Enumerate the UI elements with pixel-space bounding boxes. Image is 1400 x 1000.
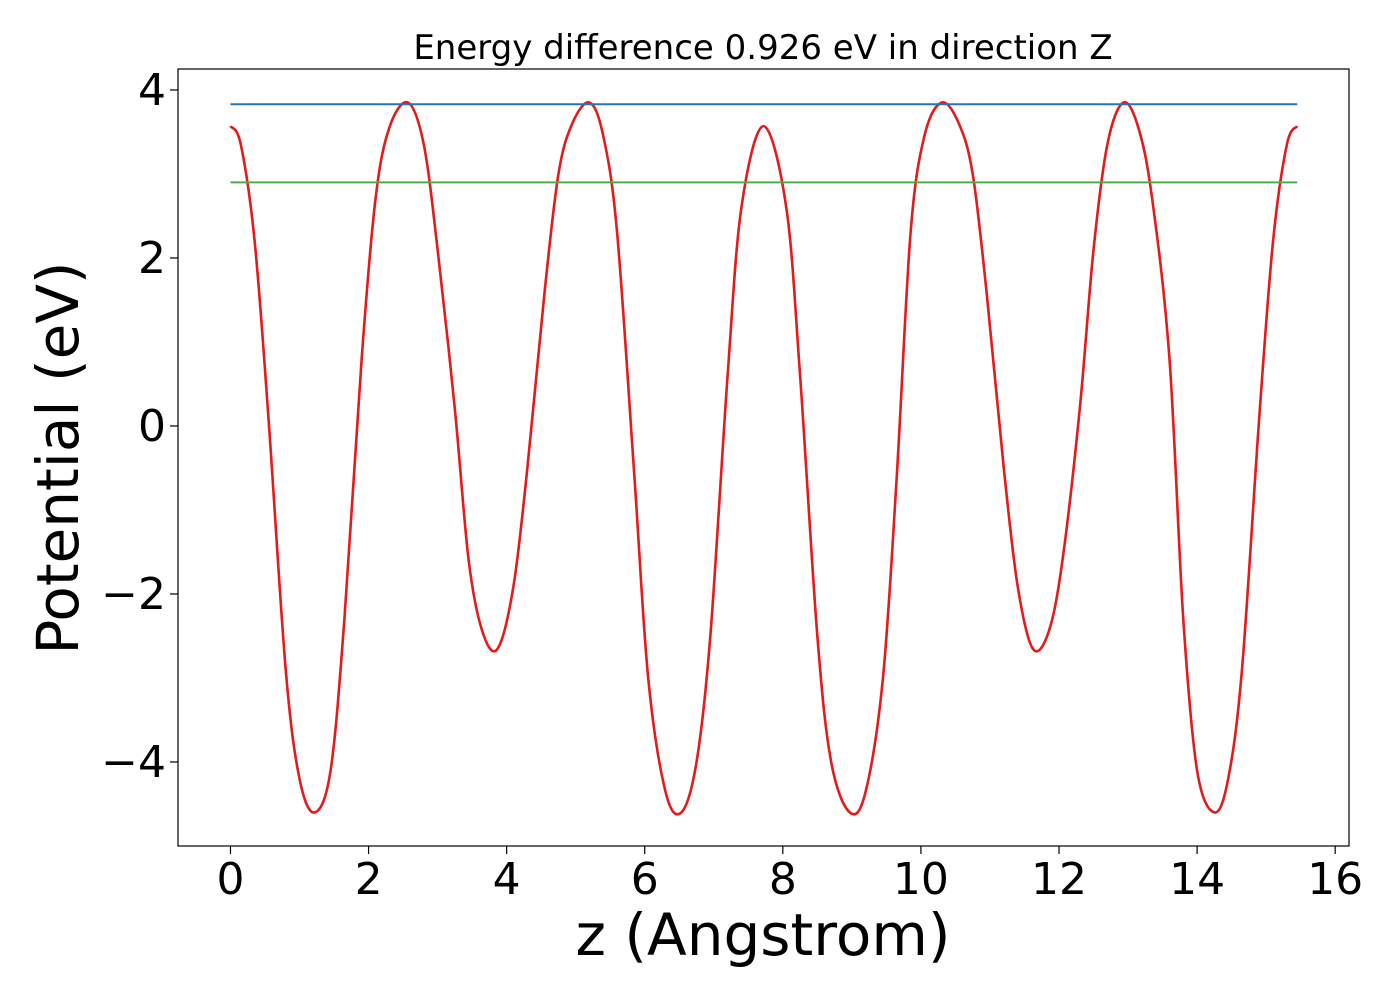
y-axis-ticks: −4 −2 0 2 4 (101, 65, 178, 788)
x-tick-label: 14 (1169, 854, 1225, 905)
x-tick-label: 2 (355, 854, 383, 905)
x-tick-label: 4 (493, 854, 521, 905)
y-tick-label: −2 (101, 569, 166, 620)
x-tick-label: 10 (893, 854, 949, 905)
x-tick-label: 12 (1031, 854, 1087, 905)
x-tick-label: 16 (1307, 854, 1363, 905)
y-tick-label: −4 (101, 737, 166, 788)
x-axis-label: z (Angstrom) (576, 901, 951, 969)
series-layer (229, 100, 1299, 816)
y-tick-label: 4 (138, 65, 166, 116)
chart-title: Energy difference 0.926 eV in direction … (413, 28, 1112, 68)
y-axis-label: Potential (eV) (24, 261, 92, 654)
x-tick-label: 0 (216, 854, 244, 905)
x-axis-ticks: 0 2 4 6 8 10 12 14 16 (216, 846, 1363, 905)
plot-frame (177, 68, 1350, 847)
x-tick-label: 8 (769, 854, 797, 905)
y-tick-label: 0 (138, 401, 166, 452)
y-tick-label: 2 (138, 233, 166, 284)
x-tick-label: 6 (631, 854, 659, 905)
potential-curve (229, 100, 1299, 816)
